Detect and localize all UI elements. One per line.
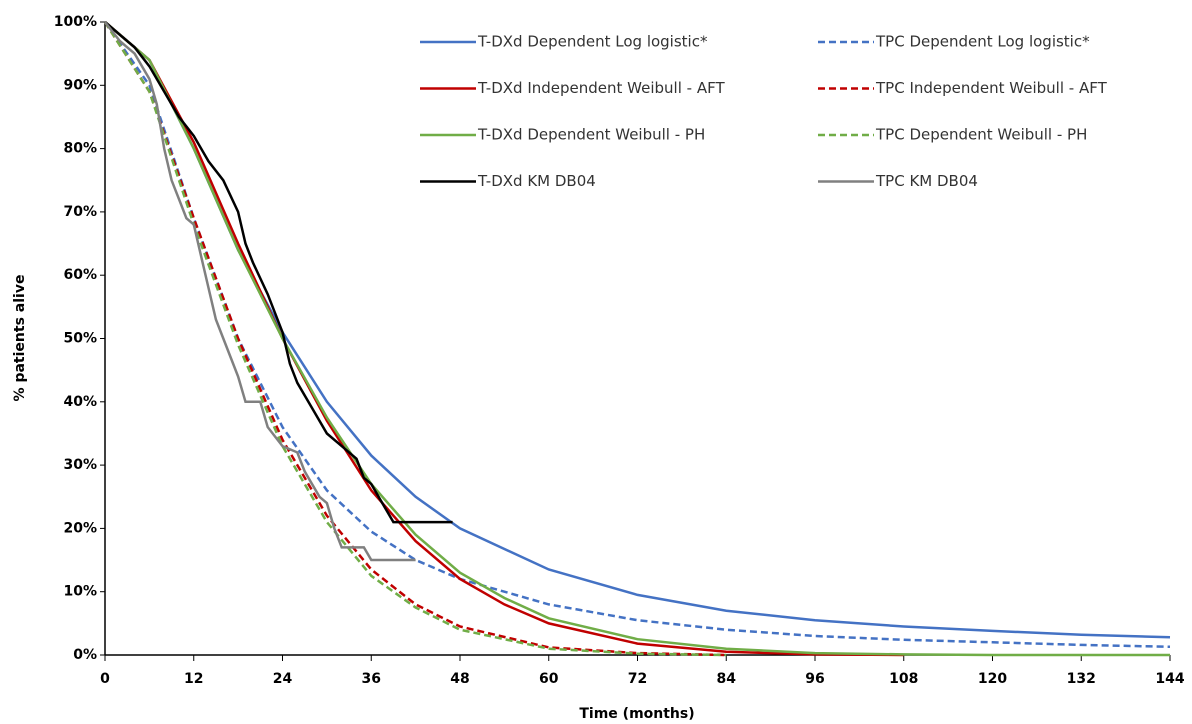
x-tick-label: 144 (1155, 671, 1184, 687)
y-tick-label: 100% (54, 14, 97, 30)
series-line (103, 21, 1171, 649)
x-tick-label: 12 (184, 671, 203, 687)
legend-label: TPC Dependent Weibull - PH (875, 126, 1087, 144)
series-line (104, 21, 416, 562)
x-axis-title: Time (months) (579, 706, 694, 722)
series-line (103, 21, 727, 657)
x-tick-label: 84 (717, 671, 737, 687)
x-tick-label: 96 (805, 671, 824, 687)
legend-label: T-DXd Dependent Log logistic* (477, 33, 708, 51)
x-tick-label: 72 (628, 671, 647, 687)
legend-label: T-DXd KM DB04 (477, 172, 596, 190)
y-tick-label: 80% (63, 141, 97, 157)
legend-label: TPC KM DB04 (875, 172, 978, 190)
y-tick-label: 30% (63, 457, 97, 473)
x-tick-label: 60 (539, 671, 559, 687)
series-line (104, 21, 904, 657)
y-tick-label: 90% (63, 77, 97, 93)
legend-label: TPC Dependent Log logistic* (875, 33, 1090, 51)
series-line (104, 21, 1171, 639)
legend-label: T-DXd Independent Weibull - AFT (477, 79, 725, 97)
y-tick-label: 0% (73, 647, 97, 663)
y-axis-title: % patients alive (12, 275, 28, 402)
legend-label: TPC Independent Weibull - AFT (875, 79, 1108, 97)
series-line (104, 21, 1170, 657)
x-tick-label: 24 (273, 671, 293, 687)
x-tick-label: 108 (889, 671, 918, 687)
y-tick-label: 50% (63, 331, 97, 347)
x-tick-label: 132 (1067, 671, 1096, 687)
x-tick-label: 36 (362, 671, 381, 687)
series-line (104, 21, 453, 524)
legend-label: T-DXd Dependent Weibull - PH (477, 126, 705, 144)
y-tick-label: 20% (63, 520, 97, 536)
x-tick-label: 48 (450, 671, 469, 687)
x-tick-label: 120 (978, 671, 1007, 687)
series-line (103, 21, 727, 657)
y-tick-label: 70% (63, 204, 97, 220)
x-tick-label: 0 (100, 671, 110, 687)
y-tick-label: 40% (63, 394, 97, 410)
y-tick-label: 10% (63, 584, 97, 600)
y-tick-label: 60% (63, 267, 97, 283)
